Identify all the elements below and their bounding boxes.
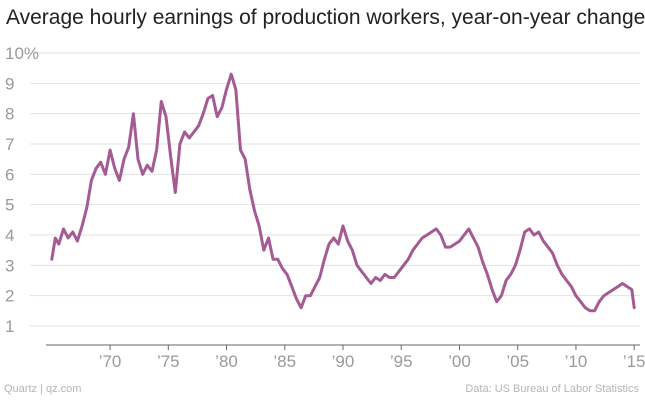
- source-credit: Quartz | qz.com: [4, 383, 82, 395]
- y-tick-label: 1: [5, 317, 14, 336]
- y-tick-label: 6: [5, 165, 14, 184]
- y-tick-label: 7: [5, 135, 14, 154]
- x-tick-label: ’80: [215, 352, 238, 371]
- y-tick-label: 9: [5, 74, 14, 93]
- series-layer: [50, 72, 636, 313]
- x-axis-ticks: ’70 ’75 ’80 ’85 ’90 ’95 ’00 ’05 ’10 ’15: [99, 345, 645, 371]
- chart-title: Average hourly earnings of production wo…: [6, 6, 645, 29]
- gridlines: [30, 52, 640, 346]
- y-axis-ticks: 1 2 3 4 5 6 7 8 9 10%: [5, 44, 39, 336]
- x-tick-label: ’85: [273, 352, 296, 371]
- x-tick-label: ’05: [506, 352, 529, 371]
- y-tick-label: 10%: [5, 44, 39, 63]
- x-tick-label: ’95: [390, 352, 413, 371]
- data-source: Data: US Bureau of Labor Statistics: [465, 383, 639, 395]
- series-line-0: [50, 72, 636, 313]
- x-tick-label: ’75: [157, 352, 180, 371]
- x-tick-label: ’15: [623, 352, 645, 371]
- x-tick-label: ’90: [332, 352, 355, 371]
- y-tick-label: 5: [5, 196, 14, 215]
- y-tick-label: 3: [5, 256, 14, 275]
- x-tick-label: ’70: [99, 352, 122, 371]
- y-tick-label: 8: [5, 105, 14, 124]
- y-tick-label: 4: [5, 226, 14, 245]
- x-tick-label: ’10: [565, 352, 588, 371]
- y-tick-label: 2: [5, 287, 14, 306]
- x-tick-label: ’00: [448, 352, 471, 371]
